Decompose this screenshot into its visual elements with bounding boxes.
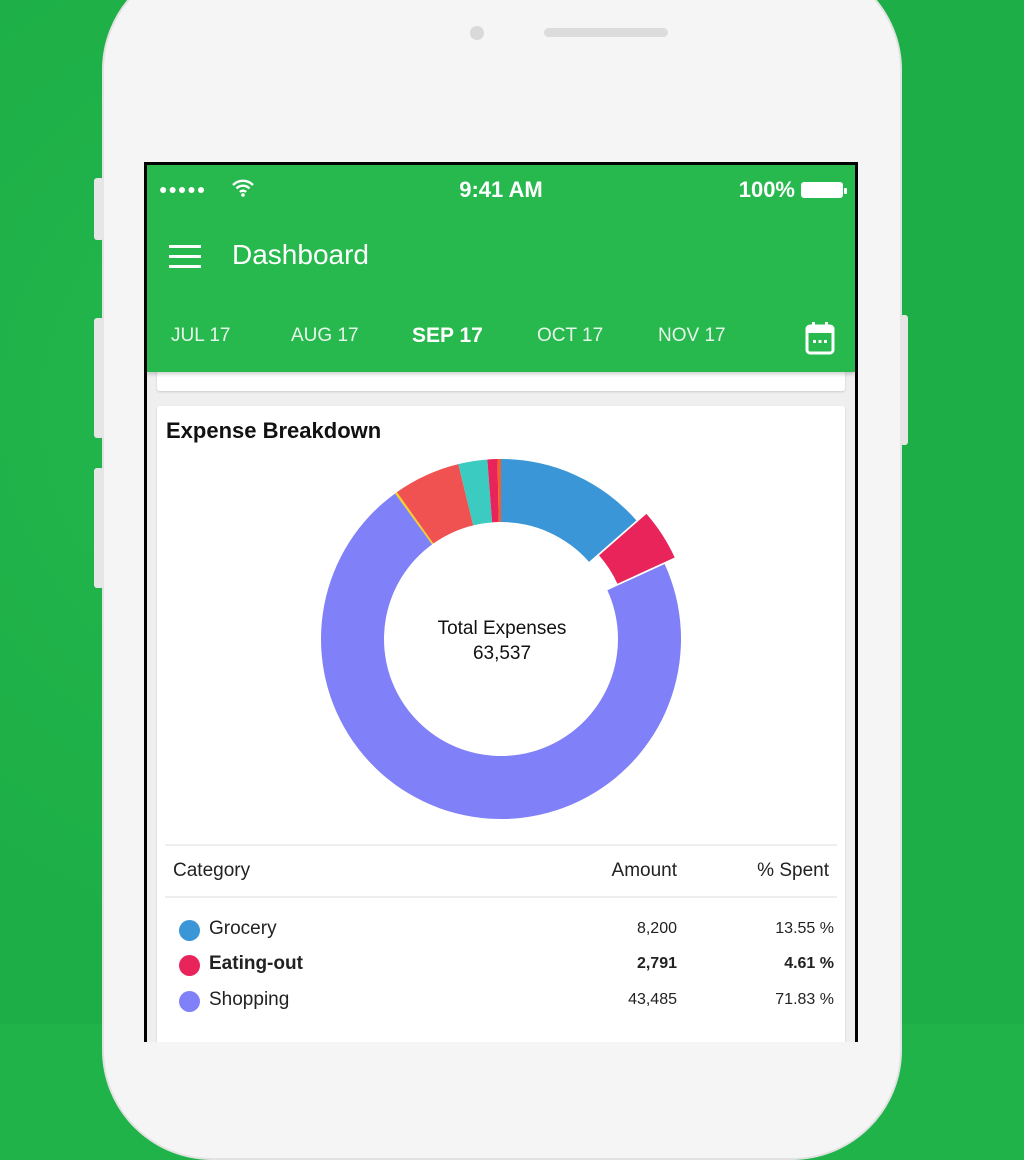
donut-center: Total Expenses 63,537 <box>357 616 647 666</box>
mute-switch <box>94 178 104 240</box>
category-name: Eating-out <box>209 953 303 974</box>
header-percent: % Spent <box>757 860 829 881</box>
battery-percent: 100% <box>738 177 795 202</box>
clock: 9:41 AM <box>459 177 543 202</box>
tab-aug-17[interactable]: AUG 17 <box>291 325 359 346</box>
legend-dot <box>179 991 200 1012</box>
page-title: Dashboard <box>232 239 369 270</box>
month-tabs: JUL 17 AUG 17 SEP 17 OCT 17 NOV 17 <box>147 324 855 355</box>
category-name: Grocery <box>209 918 277 939</box>
donut-slice[interactable] <box>395 492 434 545</box>
speaker <box>544 28 668 37</box>
front-camera <box>470 26 484 40</box>
donut-slice[interactable] <box>487 459 499 523</box>
header-category: Category <box>173 860 251 881</box>
total-value: 63,537 <box>472 643 532 664</box>
percent: 4.61 % <box>784 955 834 972</box>
donut-slice-eating-out[interactable] <box>599 513 675 584</box>
donut-chart <box>321 459 681 819</box>
total-label: Total Expenses <box>437 618 567 639</box>
volume-down-button <box>94 468 104 588</box>
tab-oct-17[interactable]: OCT 17 <box>537 325 604 346</box>
header-amount: Amount <box>611 860 677 881</box>
donut-slice[interactable] <box>497 459 501 523</box>
signal-icon: ●●●●● <box>159 181 207 197</box>
donut-slice[interactable] <box>396 464 474 544</box>
app-bar: ●●●●● 9:41 AM 100% Dashboard JUL 17 AUG … <box>147 165 855 372</box>
hamburger-icon[interactable] <box>169 245 201 275</box>
volume-up-button <box>94 318 104 438</box>
tab-nov-17[interactable]: NOV 17 <box>658 325 726 346</box>
table-row[interactable]: Eating-out 2,791 4.61 % <box>165 948 837 982</box>
category-name: Shopping <box>209 989 290 1010</box>
power-button <box>900 315 908 445</box>
donut-slice[interactable] <box>458 459 493 526</box>
percent: 71.83 % <box>775 991 834 1008</box>
table-header: Category Amount % Spent <box>165 844 837 898</box>
expense-breakdown-card: Expense Breakdown Total Expenses 63,537 … <box>157 406 845 1042</box>
tab-jul-17[interactable]: JUL 17 <box>171 325 231 346</box>
amount: 8,200 <box>636 920 677 937</box>
donut-slice-shopping[interactable] <box>321 493 681 819</box>
calendar-icon[interactable] <box>805 321 835 355</box>
wifi-icon <box>232 179 254 197</box>
card-title: Expense Breakdown <box>166 418 382 443</box>
amount: 2,791 <box>636 955 677 972</box>
donut-slice-grocery[interactable] <box>501 459 637 562</box>
amount: 43,485 <box>628 991 677 1008</box>
table-row[interactable]: Shopping 43,485 71.83 % <box>165 984 837 1018</box>
table-row[interactable]: Grocery 8,200 13.55 % <box>165 913 837 947</box>
battery-icon <box>801 182 847 198</box>
legend-dot <box>179 955 200 976</box>
screen: ●●●●● 9:41 AM 100% Dashboard JUL 17 AUG … <box>144 162 858 1042</box>
legend-dot <box>179 920 200 941</box>
tab-sep-17[interactable]: SEP 17 <box>412 324 483 347</box>
status-bar: ●●●●● 9:41 AM 100% <box>159 177 847 203</box>
percent: 13.55 % <box>775 920 834 937</box>
